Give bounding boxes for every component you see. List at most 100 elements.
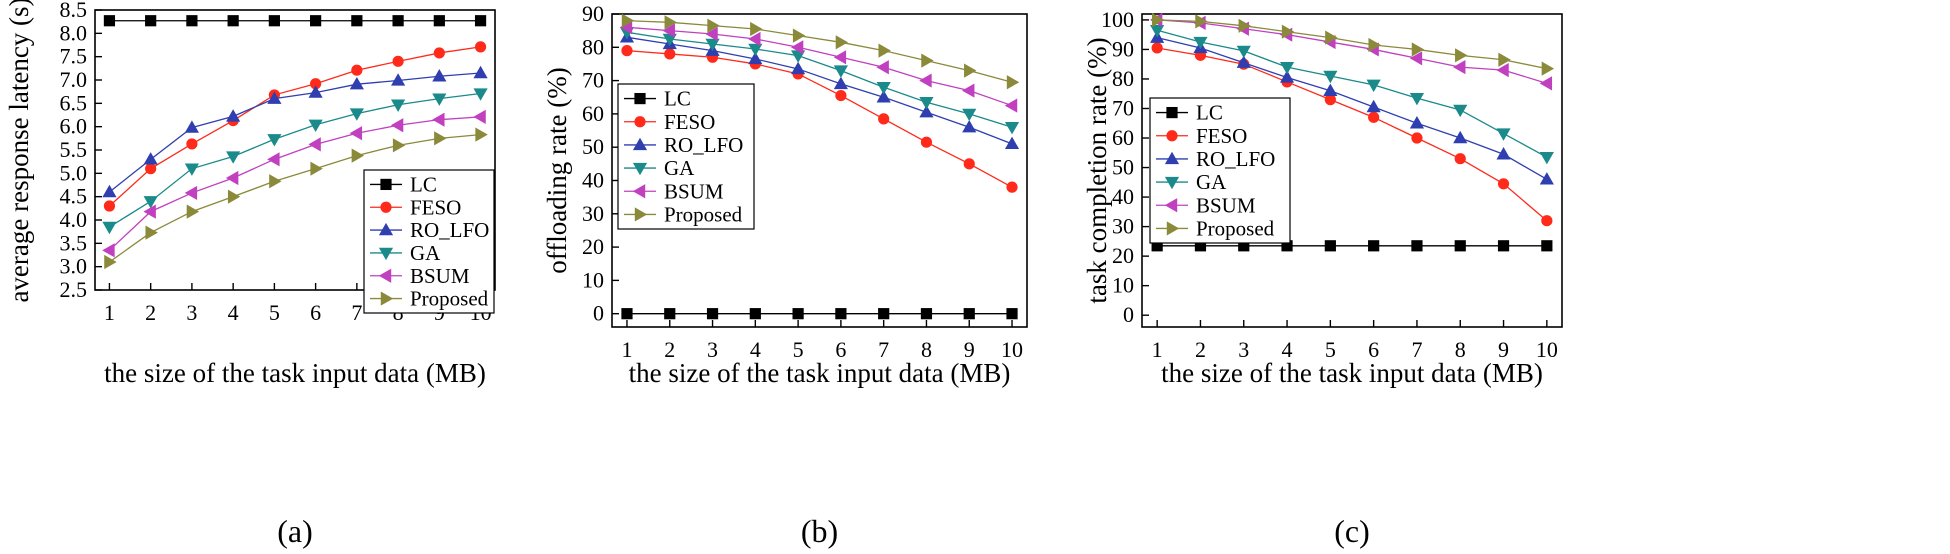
data-point [392,138,406,153]
x-tick-label: 1 [1152,337,1163,362]
data-point [1411,132,1423,144]
y-tick-label: 5.0 [60,160,88,185]
series-line [1156,29,1548,158]
data-point [432,69,447,82]
data-point [143,152,158,165]
x-tick-label: 7 [1411,337,1422,362]
data-point [349,108,364,121]
y-tick-label: 10 [582,267,604,292]
data-point [1409,92,1425,106]
y-axis-label: task completion rate (%) [1082,37,1112,303]
y-tick-label: 2.5 [60,277,88,302]
data-point [1453,104,1468,118]
legend-item: RO_LFO [1156,147,1275,171]
data-point [662,23,675,38]
data-point [921,53,934,68]
data-point [1496,147,1511,160]
data-point [621,45,633,57]
data-point [349,126,363,141]
x-axis-label: the size of the task input data (MB) [629,358,1011,388]
legend-item: BSUM [1156,193,1256,217]
data-point [1238,18,1251,33]
x-tick-label: 10 [1001,337,1023,362]
data-point [962,83,975,98]
data-point [475,127,488,142]
data-point [748,43,763,57]
data-point [1193,36,1208,50]
legend-marker [1164,176,1180,190]
data-point [473,109,486,124]
x-tick-label: 8 [921,337,932,362]
legend-marker [632,137,648,151]
data-point [1541,61,1555,76]
x-tick-label: 9 [1498,337,1509,362]
data-point [706,308,719,320]
data-point [267,152,280,167]
data-point [474,15,487,27]
data-point [833,50,847,65]
data-point [308,119,323,133]
data-point [1323,83,1338,96]
data-point [1006,308,1018,320]
x-tick-label: 5 [793,337,804,362]
data-point [1366,99,1381,113]
legend-item: BSUM [624,179,724,203]
data-point [1004,122,1020,135]
legend-label: FESO [1196,124,1247,148]
data-point [962,108,977,122]
x-tick-label: 6 [310,300,321,325]
x-tick-label: 2 [145,300,156,325]
data-point [391,73,406,86]
series-proposed [104,127,488,270]
x-tick-label: 2 [664,337,675,362]
series-line [626,31,1013,128]
legend-label: Proposed [410,287,489,311]
legend-box [363,169,495,314]
x-tick-label: 4 [1282,337,1293,362]
data-point [748,51,763,65]
data-point [963,158,975,170]
x-tick-label: 5 [1325,337,1336,362]
legend-label: GA [664,156,695,180]
legend-marker [634,92,646,105]
data-point [920,136,933,148]
data-point [1236,45,1251,59]
x-tick-label: 7 [878,337,889,362]
data-point [103,15,116,27]
data-point [1150,25,1165,38]
data-point [833,76,848,90]
y-axis-label: offloading rate (%) [542,67,572,273]
data-point [473,65,488,79]
y-tick-label: 40 [582,167,604,192]
data-point [1368,37,1381,53]
y-tick-label: 80 [1112,66,1134,91]
y-tick-label: 20 [582,234,604,259]
series-line [1157,19,1547,70]
data-point [707,18,720,33]
y-tick-label: 50 [582,134,604,159]
data-point [750,21,763,37]
data-point [184,120,199,133]
legend-item: LC [1156,101,1223,125]
legend-marker [380,178,392,191]
data-point [1151,12,1165,27]
data-point [268,15,280,27]
data-point [1453,60,1466,75]
series-line [108,46,481,207]
data-point [1323,70,1338,84]
data-point [919,105,934,118]
legend-item: GA [370,241,441,265]
x-tick-label: 4 [750,337,761,362]
data-point [143,196,158,209]
data-point [351,15,363,27]
data-point [664,15,677,30]
x-tick-label: 8 [1455,337,1466,362]
legend-marker [378,268,392,283]
data-point [1541,240,1553,252]
x-tick-label: 3 [707,337,718,362]
data-point [349,76,364,90]
data-point [963,308,975,320]
legend-item: Proposed [1156,216,1275,240]
data-point [433,15,445,27]
